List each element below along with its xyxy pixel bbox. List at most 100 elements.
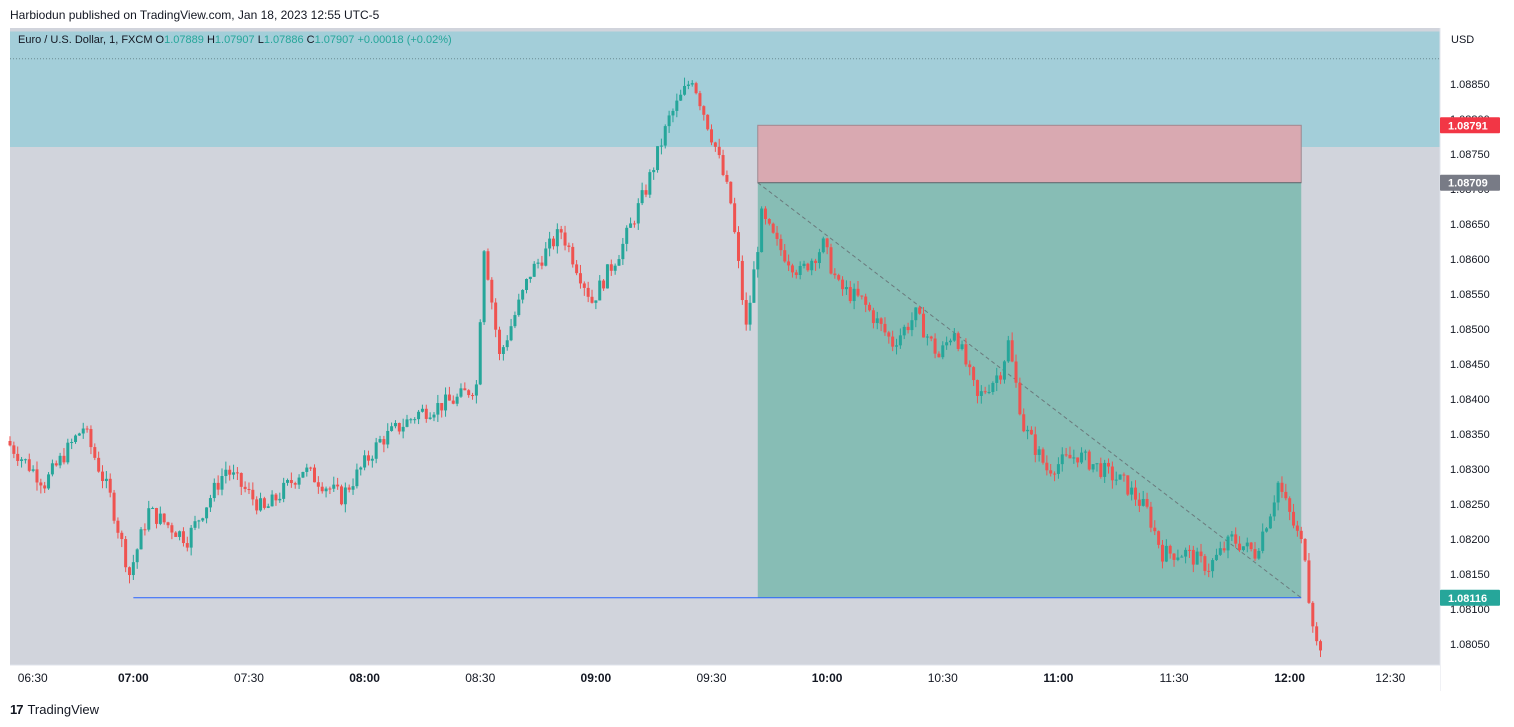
candle-body [1041,449,1045,463]
y-tick-label: 1.08850 [1450,79,1490,91]
candle-body [960,344,964,349]
candle-body [220,476,224,490]
price-label-1: 1.08791 [1448,120,1488,132]
candle-body [174,532,178,537]
candle-body [702,106,706,115]
candle-body [27,459,31,471]
candle-body [1207,570,1211,572]
candle-body [948,340,952,343]
candle-body [659,145,663,147]
candle-body [108,478,112,493]
candle-body [266,506,270,508]
candle-body [679,94,683,101]
candle-body [663,126,667,146]
candle-body [1191,549,1195,565]
candle-body [440,403,444,411]
candle-body [717,146,721,156]
candle-body [181,531,185,544]
candle-body [1137,499,1141,506]
candle-body [1234,534,1238,544]
candle-body [432,414,436,418]
candle-body [733,203,737,233]
candle-body [228,469,232,475]
candle-body [1257,550,1261,559]
candle-body [871,310,875,324]
candle-body [1018,382,1022,415]
candle-body [629,223,633,228]
candle-body [1068,454,1072,459]
candle-body [1245,542,1249,547]
candle-body [613,265,617,271]
candle-body [467,390,471,396]
candle-body [478,322,482,385]
candle-body [1214,554,1218,561]
candle-body [864,296,868,305]
candle-body [548,238,552,249]
symbol-legend: Euro / U.S. Dollar, 1, FXCM O1.07889 H1.… [18,34,452,46]
candle-body [474,384,478,396]
candle-body [1010,340,1014,362]
candle-body [1288,498,1292,512]
candle-body [902,326,906,336]
candle-body [941,345,945,358]
candle-body [551,238,555,247]
candle-body [779,238,783,251]
candle-body [590,296,594,303]
price-label-box [1440,589,1500,606]
candle-body [232,472,236,475]
candle-body [1176,557,1180,560]
candle-body [1145,498,1149,507]
candle-body [205,507,209,519]
candle-body [339,486,343,505]
candle-body [1118,474,1122,480]
candle-body [401,426,405,432]
candle-body [1053,473,1057,475]
y-tick-label: 1.08200 [1450,534,1490,546]
publisher-line: Harbiodun published on TradingView.com, … [10,8,380,22]
candle-body [1014,361,1018,383]
candle-body [1080,452,1084,463]
candle-body [417,411,421,420]
candle-body [355,469,359,487]
candle-body [1164,545,1168,562]
y-tick-label: 1.08050 [1450,639,1490,651]
candle-body [343,487,347,505]
candle-body [883,323,887,333]
candle-body [1230,534,1234,537]
candle-body [77,433,81,436]
candle-body [143,529,147,531]
candle-body [1299,530,1303,540]
candle-body [1110,466,1114,481]
candle-body [609,264,613,271]
candle-body [494,302,498,330]
candle-body [567,245,571,247]
candle-body [39,482,43,486]
candle-body [393,423,397,427]
candle-body [683,85,687,95]
time-axis-background [10,665,1440,691]
candle-body [251,489,255,500]
candle-body [359,467,363,470]
footer[interactable]: 17 TradingView [10,702,99,717]
candle-body [798,265,802,275]
candle-body [1307,560,1311,603]
tradingview-logo-icon: 17 [10,702,24,717]
open-label: O [155,34,165,46]
candle-body [463,388,467,391]
candle-body [783,250,787,262]
candle-body [93,447,97,458]
candle-body [698,93,702,107]
candle-body [397,423,401,432]
candle-body [185,543,189,548]
candle-body [991,382,995,392]
candle-body [1226,536,1230,551]
candle-body [320,486,324,492]
candle-body [925,336,929,338]
x-tick-label: 06:30 [18,671,48,685]
candle-body [124,539,128,568]
candle-body [447,394,451,401]
candle-body [933,338,937,354]
candle-body [771,223,775,233]
candle-body [563,232,567,246]
